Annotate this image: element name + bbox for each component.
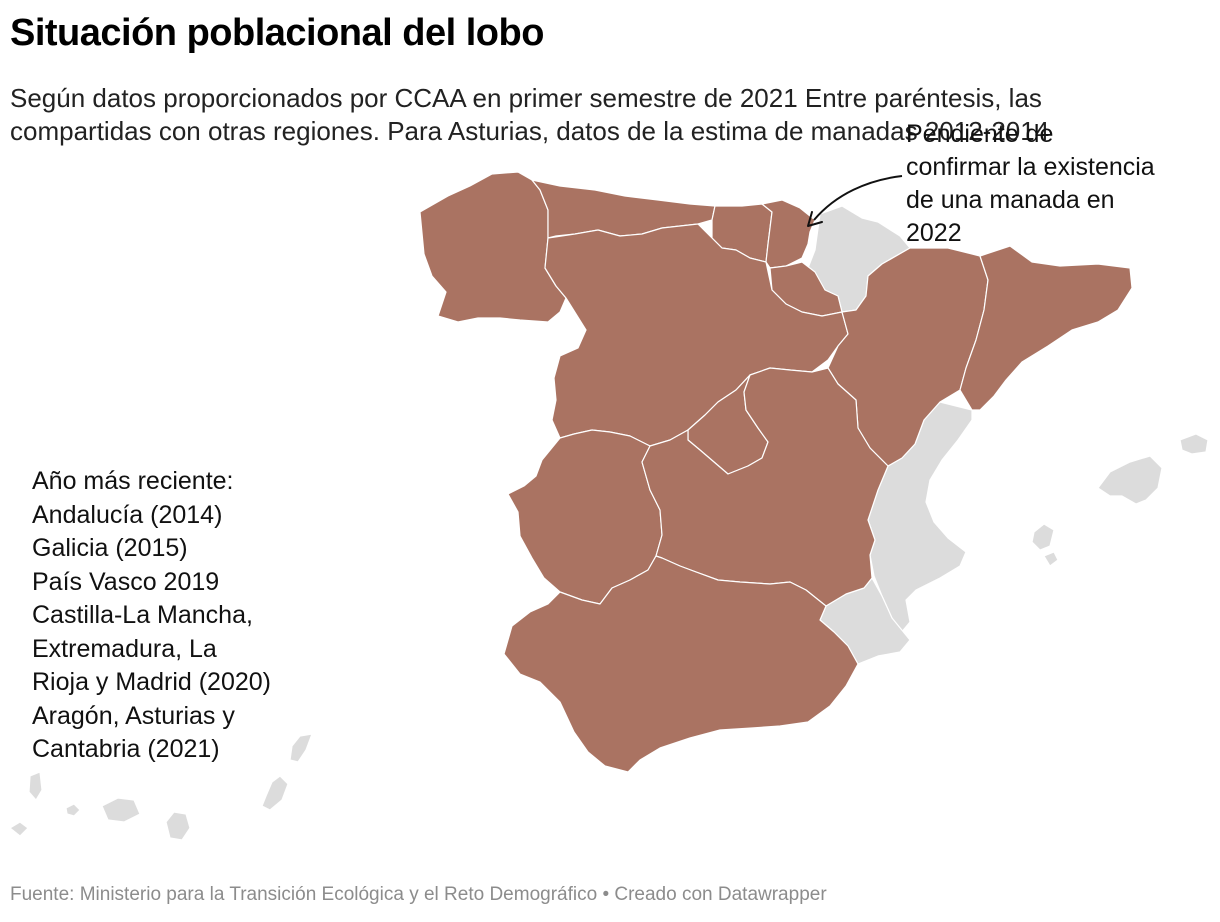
legend-note-line: País Vasco 2019	[32, 567, 220, 596]
region-ibiza[interactable]	[1031, 523, 1055, 551]
region-la-gomera[interactable]	[65, 803, 81, 817]
legend-note-line: Castilla-La Mancha, Extremadura, La Rioj…	[32, 601, 271, 696]
region-el-hierro[interactable]	[9, 821, 29, 837]
region-la-palma[interactable]	[28, 771, 43, 801]
map-annotation: Pendiente de confirmar la existencia de …	[906, 120, 1155, 247]
legend-note-heading: Año más reciente:	[32, 467, 234, 495]
source-footer: Fuente: Ministerio para la Transición Ec…	[10, 884, 827, 905]
chart-title: Situación poblacional del lobo	[10, 12, 544, 54]
region-cataluna[interactable]	[959, 245, 1133, 411]
legend-note-line: Galicia (2015)	[32, 534, 188, 562]
region-menorca[interactable]	[1179, 433, 1209, 455]
region-andalucia[interactable]	[503, 555, 859, 773]
region-formentera[interactable]	[1043, 551, 1059, 567]
legend-note-line: Aragón, Asturias y Cantabria (2021)	[32, 701, 235, 764]
region-lanzarote[interactable]	[289, 733, 313, 763]
region-fuerteventura[interactable]	[261, 775, 289, 811]
region-mallorca[interactable]	[1097, 455, 1163, 505]
region-tenerife[interactable]	[101, 797, 141, 823]
legend-note: Año más reciente: Andalucía (2014) Galic…	[32, 465, 277, 767]
region-gran-canaria[interactable]	[165, 811, 191, 841]
region-pais-vasco[interactable]	[761, 199, 816, 269]
legend-note-line: Andalucía (2014)	[32, 500, 223, 529]
chart-subtitle: Según datos proporcionados por CCAA en p…	[10, 83, 1050, 146]
